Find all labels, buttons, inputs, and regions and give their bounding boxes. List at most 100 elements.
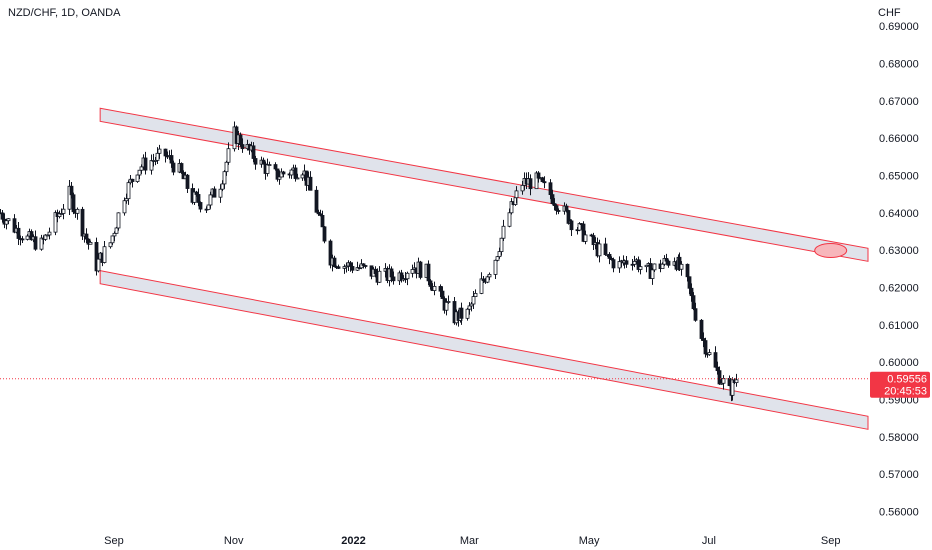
candle	[471, 290, 476, 310]
candle-body	[135, 174, 140, 182]
candle-body	[57, 213, 62, 218]
candle-body	[715, 366, 720, 372]
candle-body	[405, 272, 410, 280]
candle	[332, 255, 337, 268]
candle	[507, 208, 512, 228]
candle-body	[116, 212, 121, 229]
candle-body	[149, 160, 154, 171]
candle	[179, 162, 184, 174]
candle-body	[198, 202, 203, 210]
candle	[80, 206, 85, 240]
candle-body	[713, 352, 718, 368]
candle	[426, 260, 431, 285]
candle-body	[410, 269, 415, 274]
candle	[289, 168, 294, 179]
candle-body	[84, 233, 89, 240]
channel-layer	[99, 107, 869, 430]
candle-body	[660, 263, 665, 269]
candle-body	[487, 273, 492, 278]
candle	[47, 227, 52, 240]
candle-body	[564, 205, 569, 211]
candle	[536, 171, 541, 183]
x-tick-label: Sep	[821, 535, 841, 547]
candle-body	[130, 178, 135, 182]
candle-body	[289, 169, 294, 176]
candle	[564, 203, 569, 213]
candle-body	[293, 167, 298, 179]
candle-body	[20, 238, 25, 241]
candle-body	[734, 379, 739, 384]
candle-body	[277, 176, 282, 180]
candle-body	[157, 148, 162, 154]
candle	[703, 337, 708, 358]
candle-body	[350, 266, 355, 271]
candle	[308, 171, 313, 191]
candle-body	[471, 296, 476, 305]
candle-body	[548, 182, 553, 196]
candle	[597, 239, 602, 263]
y-tick-label: 0.58000	[879, 432, 919, 444]
candle	[328, 239, 333, 269]
candle	[679, 261, 684, 276]
candle	[116, 212, 121, 231]
candle-body	[550, 194, 555, 204]
candle	[273, 162, 278, 171]
candle-body	[607, 253, 612, 259]
channel-upper	[99, 107, 869, 262]
candle	[707, 349, 712, 356]
candle	[617, 256, 622, 273]
y-tick-label: 0.62000	[879, 282, 919, 294]
y-tick-label: 0.68000	[879, 58, 919, 70]
candle-body	[328, 240, 333, 266]
candle-body	[685, 263, 690, 278]
candle	[157, 144, 162, 159]
candle-body	[208, 194, 213, 206]
candle	[75, 207, 80, 220]
candle-body	[418, 261, 423, 278]
y-tick-label: 0.57000	[879, 469, 919, 481]
candle-body	[314, 189, 319, 213]
candle	[611, 257, 616, 273]
candle	[212, 186, 217, 198]
candle	[473, 289, 478, 297]
candle-body	[459, 307, 464, 319]
candle-body	[467, 305, 472, 310]
currency-label: CHF	[878, 7, 901, 19]
candle	[96, 253, 101, 273]
candle	[493, 259, 498, 280]
candle	[240, 138, 245, 153]
y-tick-label: 0.69000	[879, 21, 919, 33]
candle	[630, 259, 635, 271]
candle-body	[377, 270, 382, 283]
candle-body	[139, 166, 144, 171]
x-tick-label: 2022	[341, 535, 365, 547]
candle-body	[240, 144, 245, 150]
candle-body	[0, 212, 5, 220]
candles-layer	[0, 121, 739, 402]
candle	[108, 242, 113, 249]
candle-body	[273, 164, 278, 170]
candle-body	[597, 243, 602, 257]
candle-body	[540, 177, 545, 183]
candle-body	[617, 261, 622, 269]
candle-body	[218, 188, 223, 198]
candle	[267, 161, 272, 166]
candle-body	[71, 194, 76, 213]
candle	[479, 272, 484, 295]
candle	[196, 188, 201, 207]
candle-body	[137, 169, 142, 176]
candle-body	[542, 181, 547, 184]
candle	[528, 174, 533, 196]
candle	[25, 234, 30, 241]
candle	[206, 204, 211, 210]
candle	[446, 295, 451, 304]
candle	[459, 302, 464, 325]
candle	[727, 375, 732, 387]
candle-body	[69, 185, 74, 196]
candle-body	[265, 164, 270, 174]
candle-body	[238, 134, 243, 145]
candle-body	[652, 263, 657, 271]
candle-body	[689, 287, 694, 297]
